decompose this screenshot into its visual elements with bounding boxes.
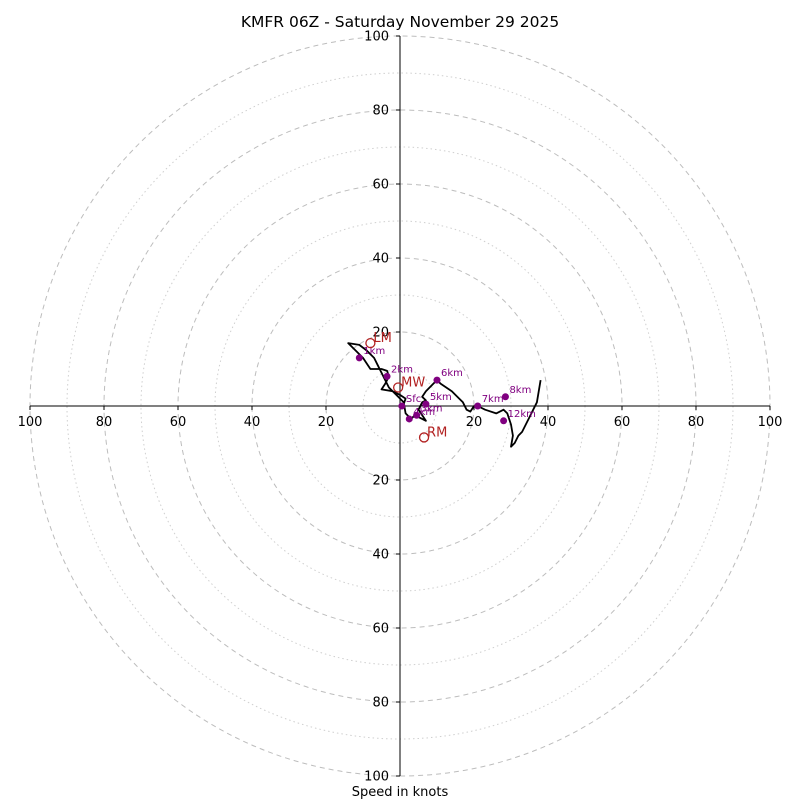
tick-label-bottom-60: 60 xyxy=(372,622,389,637)
height-label-12km: 12km xyxy=(508,409,536,420)
tick-label-right-80: 80 xyxy=(688,415,705,430)
storm-motion-rm-label: RM xyxy=(427,425,447,440)
wind-trace-layer xyxy=(347,342,542,448)
height-marker-2km xyxy=(383,372,391,380)
tick-label-bottom-40: 40 xyxy=(372,548,389,563)
height-label-4km: 4km xyxy=(413,407,435,418)
height-label-7km: 7km xyxy=(482,394,504,405)
tick-label-left-20: 20 xyxy=(318,415,335,430)
height-label-2km: 2km xyxy=(391,364,413,375)
tick-label-top-100: 100 xyxy=(364,30,389,45)
storm-motion-mw-label: MW xyxy=(401,376,425,391)
storm-motion-mw-marker xyxy=(392,382,404,393)
tick-label-bottom-80: 80 xyxy=(372,696,389,711)
tick-label-top-80: 80 xyxy=(372,104,389,119)
height-marker-1km xyxy=(355,354,363,362)
height-marker-4km xyxy=(405,415,413,423)
height-marker-5km xyxy=(422,400,430,408)
height-label-1km: 1km xyxy=(363,346,385,357)
tick-label-top-40: 40 xyxy=(372,252,389,267)
height-label-6km: 6km xyxy=(441,368,463,379)
tick-label-left-80: 80 xyxy=(96,415,113,430)
tick-label-top-60: 60 xyxy=(372,178,389,193)
tick-label-bottom-100: 100 xyxy=(364,770,389,785)
storm-motion-lm-label: LM xyxy=(373,331,391,346)
height-marker-7km xyxy=(474,402,482,410)
tick-label-left-60: 60 xyxy=(170,415,187,430)
height-marker-3km xyxy=(413,411,421,419)
height-label-sfc: Sfc xyxy=(406,394,421,405)
height-marker-12km xyxy=(500,417,508,425)
storm-motion-markers: LM MW RM xyxy=(365,331,447,443)
x-axis-label: Speed in knots xyxy=(352,785,449,800)
tick-label-right-40: 40 xyxy=(540,415,557,430)
height-marker-sfc xyxy=(398,402,406,410)
height-label-8km: 8km xyxy=(509,385,531,396)
tick-label-top-20: 20 xyxy=(372,326,389,341)
height-label-5km: 5km xyxy=(430,392,452,403)
axis-ticks: 100 80 60 40 20 20 40 60 80 100 100 80 60 40 20 20 40 60 8… xyxy=(18,30,783,785)
height-marker-8km xyxy=(501,393,509,401)
tick-label-right-20: 20 xyxy=(466,415,483,430)
tick-label-left-100: 100 xyxy=(18,415,43,430)
height-label-3km: 3km xyxy=(421,403,443,414)
height-marker-6km xyxy=(433,376,441,384)
chart-title: KMFR 06Z - Saturday November 29 2025 xyxy=(241,13,559,31)
tick-label-left-40: 40 xyxy=(244,415,261,430)
tick-label-bottom-20: 20 xyxy=(372,474,389,489)
storm-motion-lm-marker xyxy=(365,337,376,349)
tick-label-right-100: 100 xyxy=(758,415,783,430)
tick-label-right-60: 60 xyxy=(614,415,631,430)
storm-motion-rm-marker xyxy=(418,432,430,443)
wind-profile-trace xyxy=(347,342,542,448)
